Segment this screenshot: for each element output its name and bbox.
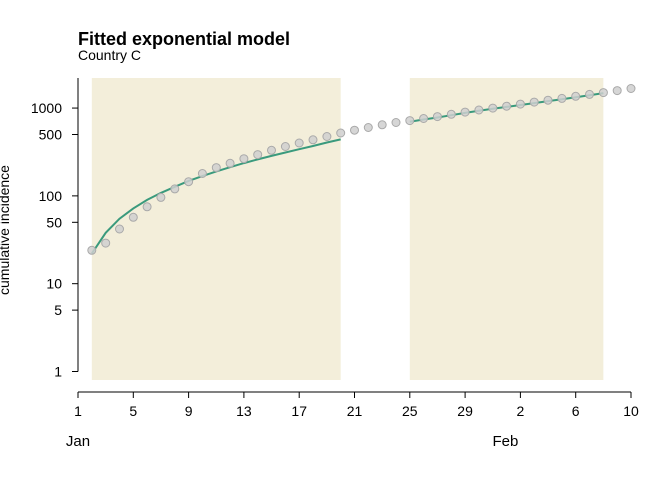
y-tick-label: 100 [39,188,63,204]
y-tick-label: 1000 [31,100,62,116]
y-tick-label: 10 [46,276,62,292]
data-point [211,163,221,173]
data-point [612,86,622,96]
data-point [391,118,401,127]
data-point [557,93,567,103]
data-point [225,158,235,168]
x-tick-label: 25 [402,403,418,419]
chart-title: Fitted exponential model [78,29,290,49]
y-tick-label: 500 [39,127,63,143]
axes: 1 5 10 50 100 500 1000 1 5 9 13 17 21 25 29 2 6 10 Jan Feb [31,78,639,450]
data-point [488,103,498,113]
data-point [474,105,484,115]
data-point [529,97,539,107]
x-tick-label: 17 [291,403,307,419]
data-point [350,125,359,135]
data-point [184,177,194,187]
data-point [543,95,553,105]
data-point [598,88,608,98]
data-point [571,91,581,101]
data-point [239,154,249,164]
x-tick-label: 13 [236,403,252,419]
x-tick-label: 29 [457,403,473,419]
x-tick-label: 10 [623,403,639,419]
data-point [405,116,415,126]
data-point [156,192,166,202]
x-tick-label: 1 [74,403,82,419]
data-point [446,109,456,119]
data-point [336,128,346,138]
data-point [115,224,124,234]
data-point [294,138,304,148]
data-point [363,123,373,132]
x-tick-label: 2 [517,403,525,419]
data-point [197,169,207,178]
data-point [253,150,263,160]
y-axis-title: cumulative incidence [0,165,12,295]
x-tick-label: 5 [129,403,137,419]
shaded-periods [91,78,604,380]
x-month-label: Feb [492,433,518,450]
y-tick-label: 50 [46,214,62,230]
data-point [87,245,97,255]
data-point [502,101,512,111]
y-tick-label: 1 [54,363,62,379]
x-tick-label: 9 [185,403,193,419]
data-point [267,145,276,155]
data-points [87,84,636,255]
data-point [432,112,442,122]
data-point [308,135,318,145]
data-point [280,142,290,151]
y-tick-label: 5 [54,302,62,318]
data-point [626,84,636,93]
data-point [585,89,594,99]
x-month-label: Jan [66,433,90,450]
data-point [322,132,332,141]
x-tick-label: 6 [572,403,580,419]
shaded-period [409,78,604,380]
data-point [142,202,152,212]
data-point [101,238,111,248]
data-point [128,212,138,222]
shaded-period [91,78,341,380]
data-point [419,114,429,123]
chart-subtitle: Country C [78,47,141,63]
x-tick-label: 21 [347,403,363,419]
data-point [515,99,525,109]
data-point [460,107,470,117]
data-point [377,120,387,130]
data-point [170,184,180,194]
